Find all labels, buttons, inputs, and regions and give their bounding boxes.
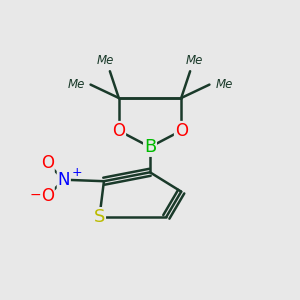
Text: O: O (41, 154, 54, 172)
Text: B: B (144, 138, 156, 156)
Text: O: O (175, 122, 188, 140)
Text: +: + (72, 166, 83, 179)
Text: Me: Me (97, 54, 114, 67)
Text: −: − (30, 188, 41, 202)
Text: S: S (94, 208, 105, 226)
Text: O: O (112, 122, 125, 140)
Text: O: O (41, 187, 54, 205)
Text: N: N (58, 171, 70, 189)
Text: Me: Me (67, 78, 85, 91)
Text: Me: Me (186, 54, 203, 67)
Text: Me: Me (215, 78, 233, 91)
